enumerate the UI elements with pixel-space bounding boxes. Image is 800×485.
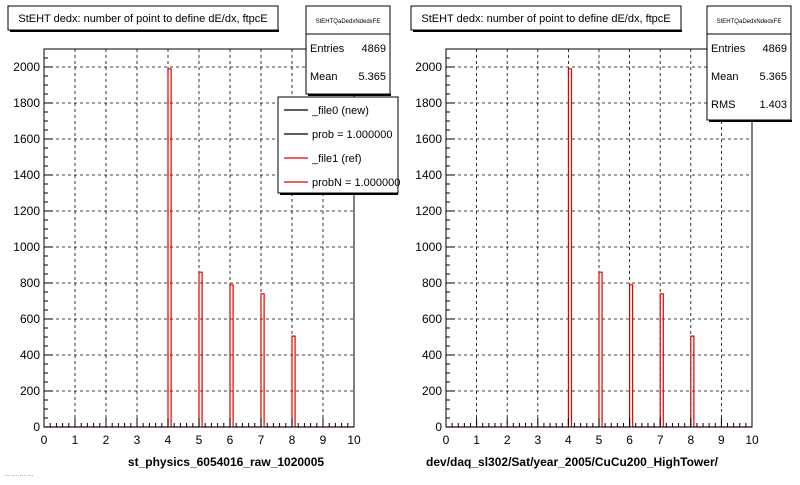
y-tick-label: 800 xyxy=(20,276,40,290)
stats-name: StEHTQaDedxNdedxFE xyxy=(316,19,381,25)
x-tick-label: 2 xyxy=(103,433,110,447)
x-tick-label: 10 xyxy=(347,433,361,447)
x-tick-label: 2 xyxy=(504,433,511,447)
chart-panel-1: 0 1 2 3 4 5 6 7 8 9 10 0 200 400 600 800 1000 1200 1400 160… xyxy=(410,5,792,469)
y-tick-label: 1600 xyxy=(13,132,40,146)
y-tick-label: 200 xyxy=(422,384,442,398)
stats-name: StEHTQaDedxNdedxFE xyxy=(717,19,782,25)
stats-value: 5.365 xyxy=(759,71,787,83)
y-tick-label: 200 xyxy=(20,384,40,398)
stats-label: Entries xyxy=(310,43,345,55)
y-tick-label: 600 xyxy=(422,312,442,326)
stats-label: Mean xyxy=(310,71,338,83)
x-tick-label: 7 xyxy=(657,433,664,447)
chart-title: StEHT dedx: number of point to define dE… xyxy=(18,13,267,25)
stats-value: 4869 xyxy=(763,43,787,55)
x-tick-label: 6 xyxy=(227,433,234,447)
x-tick-label: 0 xyxy=(443,433,450,447)
stats-label: RMS xyxy=(711,99,735,111)
x-tick-label: 5 xyxy=(196,433,203,447)
x-tick-label: 9 xyxy=(718,433,725,447)
y-tick-label: 1000 xyxy=(415,240,442,254)
x-tick-label: 8 xyxy=(687,433,694,447)
legend-label: prob = 1.000000 xyxy=(312,129,392,141)
chart-panel-0: 0 1 2 3 4 5 6 7 8 9 10 0 200 400 600 800 1000 1200 1400 160… xyxy=(7,5,400,469)
y-tick-label: 1200 xyxy=(415,204,442,218)
chart-title: StEHT dedx: number of point to define dE… xyxy=(421,13,670,25)
x-tick-label: 1 xyxy=(473,433,480,447)
y-tick-label: 800 xyxy=(422,276,442,290)
x-tick-label: 1 xyxy=(72,433,79,447)
y-tick-label: 1800 xyxy=(415,96,442,110)
x-axis-label: dev/daq_sl302/Sat/year_2005/CuCu200_High… xyxy=(426,455,719,469)
y-tick-label: 0 xyxy=(435,420,442,434)
y-tick-label: 400 xyxy=(20,348,40,362)
y-tick-label: 400 xyxy=(422,348,442,362)
x-tick-label: 0 xyxy=(41,433,48,447)
y-tick-label: 1600 xyxy=(415,132,442,146)
x-tick-label: 6 xyxy=(626,433,633,447)
x-tick-label: 8 xyxy=(289,433,296,447)
y-tick-label: 2000 xyxy=(415,60,442,74)
x-tick-label: 4 xyxy=(565,433,572,447)
hist-series-0 xyxy=(44,68,354,428)
title-box xyxy=(410,5,682,31)
legend-label: _file1 (ref) xyxy=(311,153,362,165)
x-tick-label: 3 xyxy=(134,433,141,447)
x-axis-label: st_physics_6054016_raw_1020005 xyxy=(128,455,324,469)
stats-label: Mean xyxy=(711,71,739,83)
y-tick-label: 1400 xyxy=(415,168,442,182)
legend-box xyxy=(277,96,399,194)
x-tick-label: 5 xyxy=(596,433,603,447)
hist-series-0 xyxy=(446,68,752,428)
legend-label: probN = 1.000000 xyxy=(312,177,400,189)
stats-value: 1.403 xyxy=(759,99,787,111)
x-tick-label: 9 xyxy=(320,433,327,447)
stats-value: 4869 xyxy=(362,43,386,55)
y-tick-label: 1200 xyxy=(13,204,40,218)
stats-box xyxy=(706,5,792,121)
title-box xyxy=(7,5,279,31)
y-tick-label: 0 xyxy=(33,420,40,434)
legend-label: _file0 (new) xyxy=(311,105,369,117)
x-tick-label: 4 xyxy=(165,433,172,447)
footer-note: ... ... ... ... xyxy=(4,471,33,478)
y-tick-label: 2000 xyxy=(13,60,40,74)
stats-label: Entries xyxy=(711,43,746,55)
stats-value: 5.365 xyxy=(358,71,386,83)
y-tick-label: 1400 xyxy=(13,168,40,182)
y-tick-label: 600 xyxy=(20,312,40,326)
x-tick-label: 3 xyxy=(534,433,541,447)
x-tick-label: 7 xyxy=(258,433,265,447)
y-tick-label: 1000 xyxy=(13,240,40,254)
x-tick-label: 10 xyxy=(745,433,759,447)
y-tick-label: 1800 xyxy=(13,96,40,110)
stats-box xyxy=(305,5,391,95)
